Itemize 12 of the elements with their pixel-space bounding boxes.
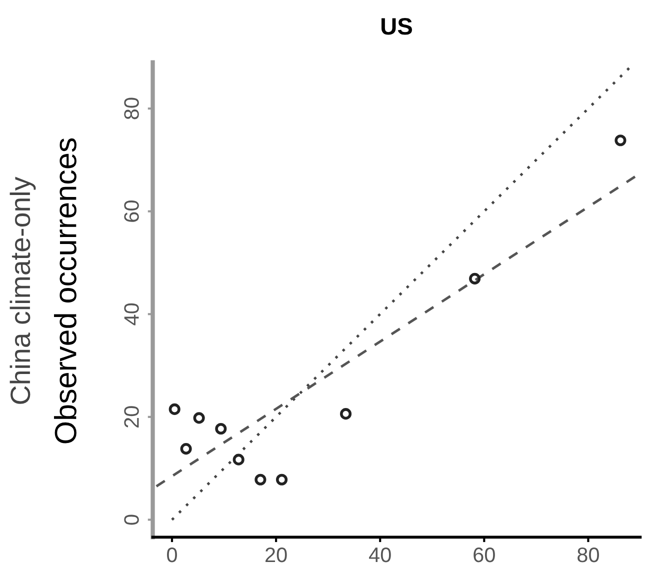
x-tick-label: 60 — [474, 547, 495, 562]
y-tick-label: 80 — [124, 98, 139, 120]
x-tick-label: 80 — [578, 547, 599, 562]
x-tick-label: 40 — [369, 547, 391, 562]
y-tick-label: 40 — [124, 303, 139, 326]
x-tick-label: 20 — [266, 547, 287, 562]
x-tick-label: 0 — [167, 547, 177, 562]
chart-title: US — [382, 18, 412, 35]
y-tick-label: 60 — [124, 200, 139, 222]
y-tick-label: 0 — [124, 514, 139, 525]
y-tick-label: 20 — [124, 406, 139, 428]
y-axis-title: China climate-only Observed occurrences — [10, 138, 76, 444]
